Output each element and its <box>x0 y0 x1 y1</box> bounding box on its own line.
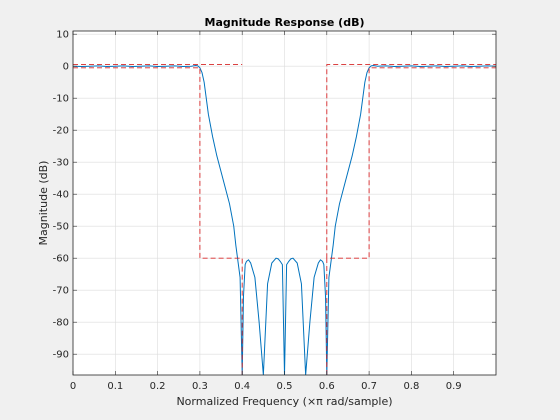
tick-marks <box>72 31 496 375</box>
x-tick-label: 0 <box>70 381 76 392</box>
x-tick-label: 0.5 <box>277 381 293 392</box>
y-axis-label: Magnitude (dB) <box>37 161 50 246</box>
y-tick-label: -40 <box>53 190 69 201</box>
y-tick-label: -70 <box>53 286 69 297</box>
spec-mask-line <box>326 64 496 259</box>
y-tick-label: -50 <box>53 222 69 233</box>
y-tick-label: -10 <box>53 94 69 105</box>
x-tick-label: 0.3 <box>192 381 208 392</box>
x-tick-label: 0.7 <box>361 381 377 392</box>
chart-title: Magnitude Response (dB) <box>205 16 365 29</box>
y-tick-label: -80 <box>53 318 69 329</box>
x-axis-label: Normalized Frequency (×π rad/sample) <box>176 395 392 408</box>
spec-mask-line <box>73 67 243 375</box>
x-tick-label: 0.1 <box>107 381 123 392</box>
y-tick-label: 0 <box>63 62 69 73</box>
y-tick-label: -30 <box>53 158 69 169</box>
x-tick-label: 0.6 <box>319 381 335 392</box>
y-tick-label: -90 <box>53 350 69 361</box>
y-tick-label: -60 <box>53 254 69 265</box>
y-tick-label: -20 <box>53 126 69 137</box>
x-tick-label: 0.4 <box>234 381 250 392</box>
x-tick-label: 0.2 <box>150 381 166 392</box>
x-tick-label: 0.8 <box>403 381 419 392</box>
y-tick-label: 10 <box>56 30 69 41</box>
x-tick-label: 0.9 <box>446 381 462 392</box>
